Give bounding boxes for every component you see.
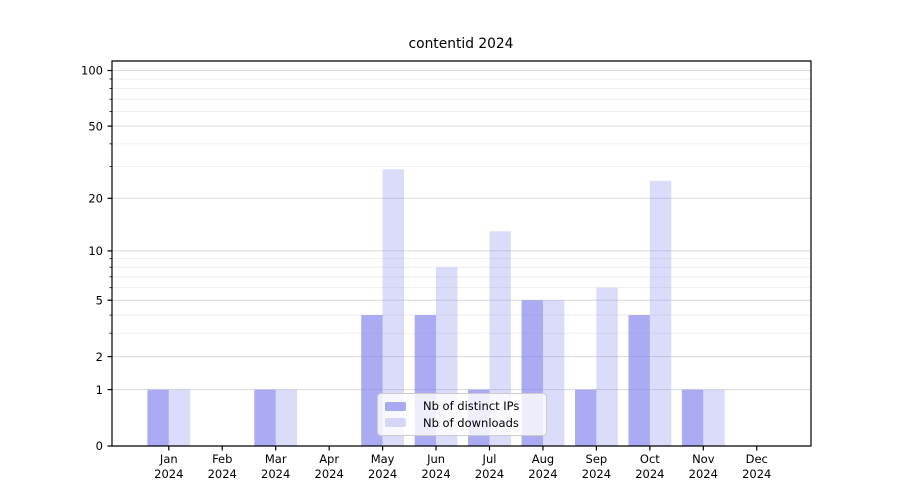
y-tick-label-20: 20	[88, 191, 103, 205]
x-tick-label-jan: Jan 2024	[154, 452, 183, 481]
y-tick-label-50: 50	[88, 119, 103, 133]
legend-item-distinct-ips: Nb of distinct IPs	[384, 399, 540, 413]
bar-downloads-nov	[703, 389, 725, 446]
plot-border	[111, 60, 812, 447]
x-tick-label-jun: Jun 2024	[421, 452, 450, 481]
y-tick-label-2: 2	[96, 350, 103, 364]
legend-item-downloads: Nb of downloads	[384, 416, 540, 430]
bar-distinct-ips-oct	[628, 315, 650, 446]
x-tick-label-oct: Oct 2024	[635, 452, 664, 481]
bar-downloads-jul	[489, 231, 511, 446]
bar-downloads-may	[382, 169, 404, 447]
x-tick-label-feb: Feb 2024	[208, 452, 237, 481]
bar-distinct-ips-nov	[681, 389, 704, 446]
x-tick-label-jul: Jul 2024	[475, 452, 504, 481]
bar-distinct-ips-mar	[254, 389, 276, 446]
y-tick-label-10: 10	[88, 244, 103, 258]
legend-label-downloads: Nb of downloads	[423, 415, 519, 430]
x-tick-label-may: May 2024	[368, 452, 397, 481]
y-tick-label-100: 100	[81, 64, 103, 78]
x-tick-label-nov: Nov 2024	[689, 452, 718, 481]
legend-swatch-downloads	[385, 418, 406, 428]
bar-downloads-sep	[596, 287, 618, 446]
legend-swatch-distinct-ips	[385, 401, 406, 411]
x-tick-label-apr: Apr 2024	[315, 452, 344, 481]
bar-downloads-jan	[168, 389, 191, 446]
x-tick-label-aug: Aug 2024	[528, 452, 557, 481]
legend-label-distinct-ips: Nb of distinct IPs	[423, 399, 520, 414]
bar-downloads-mar	[275, 389, 298, 446]
bar-distinct-ips-sep	[575, 389, 597, 446]
y-tick-label-5: 5	[96, 293, 103, 307]
bar-distinct-ips-jan	[147, 389, 169, 446]
bar-downloads-aug	[542, 300, 565, 446]
legend: Nb of distinct IPs Nb of downloads	[377, 393, 547, 436]
y-tick-label-1: 1	[96, 383, 103, 397]
y-tick-label-0: 0	[96, 439, 103, 453]
bar-downloads-oct	[649, 180, 672, 446]
x-tick-label-dec: Dec 2024	[742, 452, 771, 481]
x-tick-label-sep: Sep 2024	[582, 452, 611, 481]
x-tick-label-mar: Mar 2024	[261, 452, 290, 481]
chart-title: contentid 2024	[408, 36, 514, 52]
